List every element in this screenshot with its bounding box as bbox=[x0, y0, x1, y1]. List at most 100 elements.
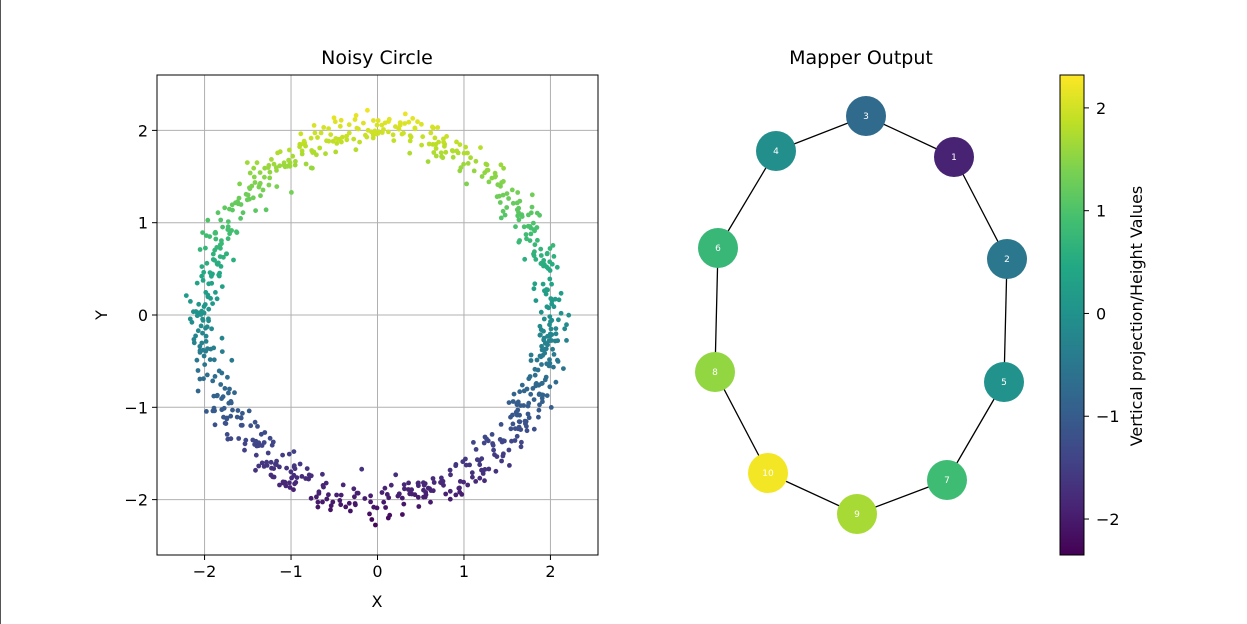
scatter-point bbox=[297, 461, 303, 467]
scatter-point bbox=[566, 312, 572, 318]
scatter-point bbox=[561, 366, 566, 371]
scatter-point bbox=[516, 217, 522, 223]
scatter-point bbox=[183, 293, 189, 298]
scatter-point bbox=[270, 474, 275, 480]
scatter-point bbox=[526, 400, 532, 406]
scatter-point bbox=[191, 337, 197, 342]
scatter-point bbox=[328, 132, 334, 138]
scatter-point bbox=[367, 511, 372, 517]
scatter-point bbox=[262, 430, 268, 435]
scatter-point bbox=[228, 436, 234, 442]
scatter-point bbox=[524, 236, 529, 242]
scatter-point bbox=[555, 359, 561, 364]
scatter-point bbox=[269, 157, 274, 162]
scatter-point bbox=[334, 141, 340, 146]
scatter-point bbox=[218, 382, 224, 387]
scatter-point bbox=[346, 500, 352, 506]
scatter-point bbox=[291, 487, 296, 493]
scatter-point bbox=[351, 486, 357, 492]
scatter-point bbox=[261, 464, 267, 469]
scatter-point bbox=[352, 494, 357, 500]
scatter-point bbox=[461, 161, 466, 167]
scatter-point bbox=[528, 352, 534, 358]
scatter-point bbox=[510, 399, 516, 404]
scatter-point bbox=[513, 224, 518, 230]
scatter-point bbox=[361, 120, 366, 126]
scatter-point bbox=[303, 161, 309, 167]
scatter-point bbox=[227, 386, 232, 392]
mapper-node-circle bbox=[837, 494, 877, 534]
scatter-point bbox=[344, 137, 350, 143]
scatter-point bbox=[443, 491, 449, 497]
scatter-point bbox=[268, 459, 274, 465]
scatter-point bbox=[235, 201, 241, 207]
scatter-point bbox=[461, 150, 467, 156]
scatter-point bbox=[362, 496, 368, 501]
scatter-point bbox=[217, 270, 223, 276]
scatter-point bbox=[518, 403, 524, 408]
scatter-point bbox=[201, 269, 207, 275]
scatter-point bbox=[198, 323, 204, 329]
scatter-point bbox=[544, 304, 550, 310]
scatter-point bbox=[210, 251, 216, 257]
scatter-point bbox=[564, 338, 569, 343]
scatter-point bbox=[253, 467, 258, 473]
scatter-point bbox=[407, 150, 413, 156]
scatter-point bbox=[396, 491, 402, 497]
scatter-point bbox=[199, 308, 205, 314]
scatter-point bbox=[379, 122, 385, 128]
scatter-point bbox=[457, 479, 463, 484]
scatter-point bbox=[230, 407, 235, 413]
scatter-point bbox=[564, 322, 569, 328]
scatter-point bbox=[528, 210, 534, 216]
scatter-point bbox=[447, 467, 453, 473]
scatter-point bbox=[512, 426, 518, 431]
scatter-point bbox=[308, 135, 314, 141]
scatter-point bbox=[247, 170, 253, 176]
scatter-point bbox=[195, 368, 201, 373]
scatter-point bbox=[498, 162, 504, 168]
scatter-point bbox=[538, 354, 544, 360]
scatter-point bbox=[353, 147, 359, 153]
scatter-point bbox=[558, 310, 564, 316]
scatter-point bbox=[444, 134, 449, 139]
scatter-point bbox=[556, 317, 561, 323]
scatter-point bbox=[203, 333, 209, 339]
scatter-point bbox=[262, 165, 268, 171]
scatter-point bbox=[242, 447, 247, 453]
scatter-point bbox=[242, 441, 248, 447]
scatter-point bbox=[538, 309, 544, 315]
scatter-point bbox=[222, 205, 228, 211]
scatter-point bbox=[353, 113, 359, 118]
scatter-point bbox=[188, 299, 193, 304]
scatter-point bbox=[225, 224, 231, 230]
scatter-point bbox=[419, 121, 424, 127]
scatter-point bbox=[430, 125, 436, 131]
scatter-point bbox=[541, 335, 547, 341]
scatter-point bbox=[498, 422, 504, 427]
scatter-point bbox=[218, 217, 224, 223]
scatter-point bbox=[506, 400, 512, 405]
scatter-point bbox=[326, 126, 331, 131]
scatter-point bbox=[537, 402, 542, 408]
scatter-point bbox=[514, 433, 520, 439]
scatter-point bbox=[528, 231, 534, 237]
mapper-title: Mapper Output bbox=[789, 47, 933, 69]
scatter-point bbox=[254, 160, 260, 166]
mapper-node-label: 8 bbox=[712, 368, 718, 378]
scatter-point bbox=[284, 465, 289, 471]
colorbar-tick-label: 0 bbox=[1096, 304, 1106, 323]
scatter-point bbox=[538, 332, 543, 338]
scatter-point bbox=[331, 115, 337, 121]
scatter-point bbox=[544, 393, 550, 398]
scatter-point bbox=[226, 390, 231, 396]
scatter-point bbox=[204, 372, 210, 378]
scatter-point bbox=[406, 119, 412, 125]
scatter-point bbox=[457, 168, 463, 174]
scatter-point bbox=[263, 207, 269, 213]
scatter-point bbox=[287, 480, 292, 486]
mapper-edge bbox=[1003, 258, 1008, 383]
scatter-point bbox=[547, 268, 553, 273]
scatter-point bbox=[298, 131, 304, 137]
scatter-point bbox=[273, 461, 278, 467]
